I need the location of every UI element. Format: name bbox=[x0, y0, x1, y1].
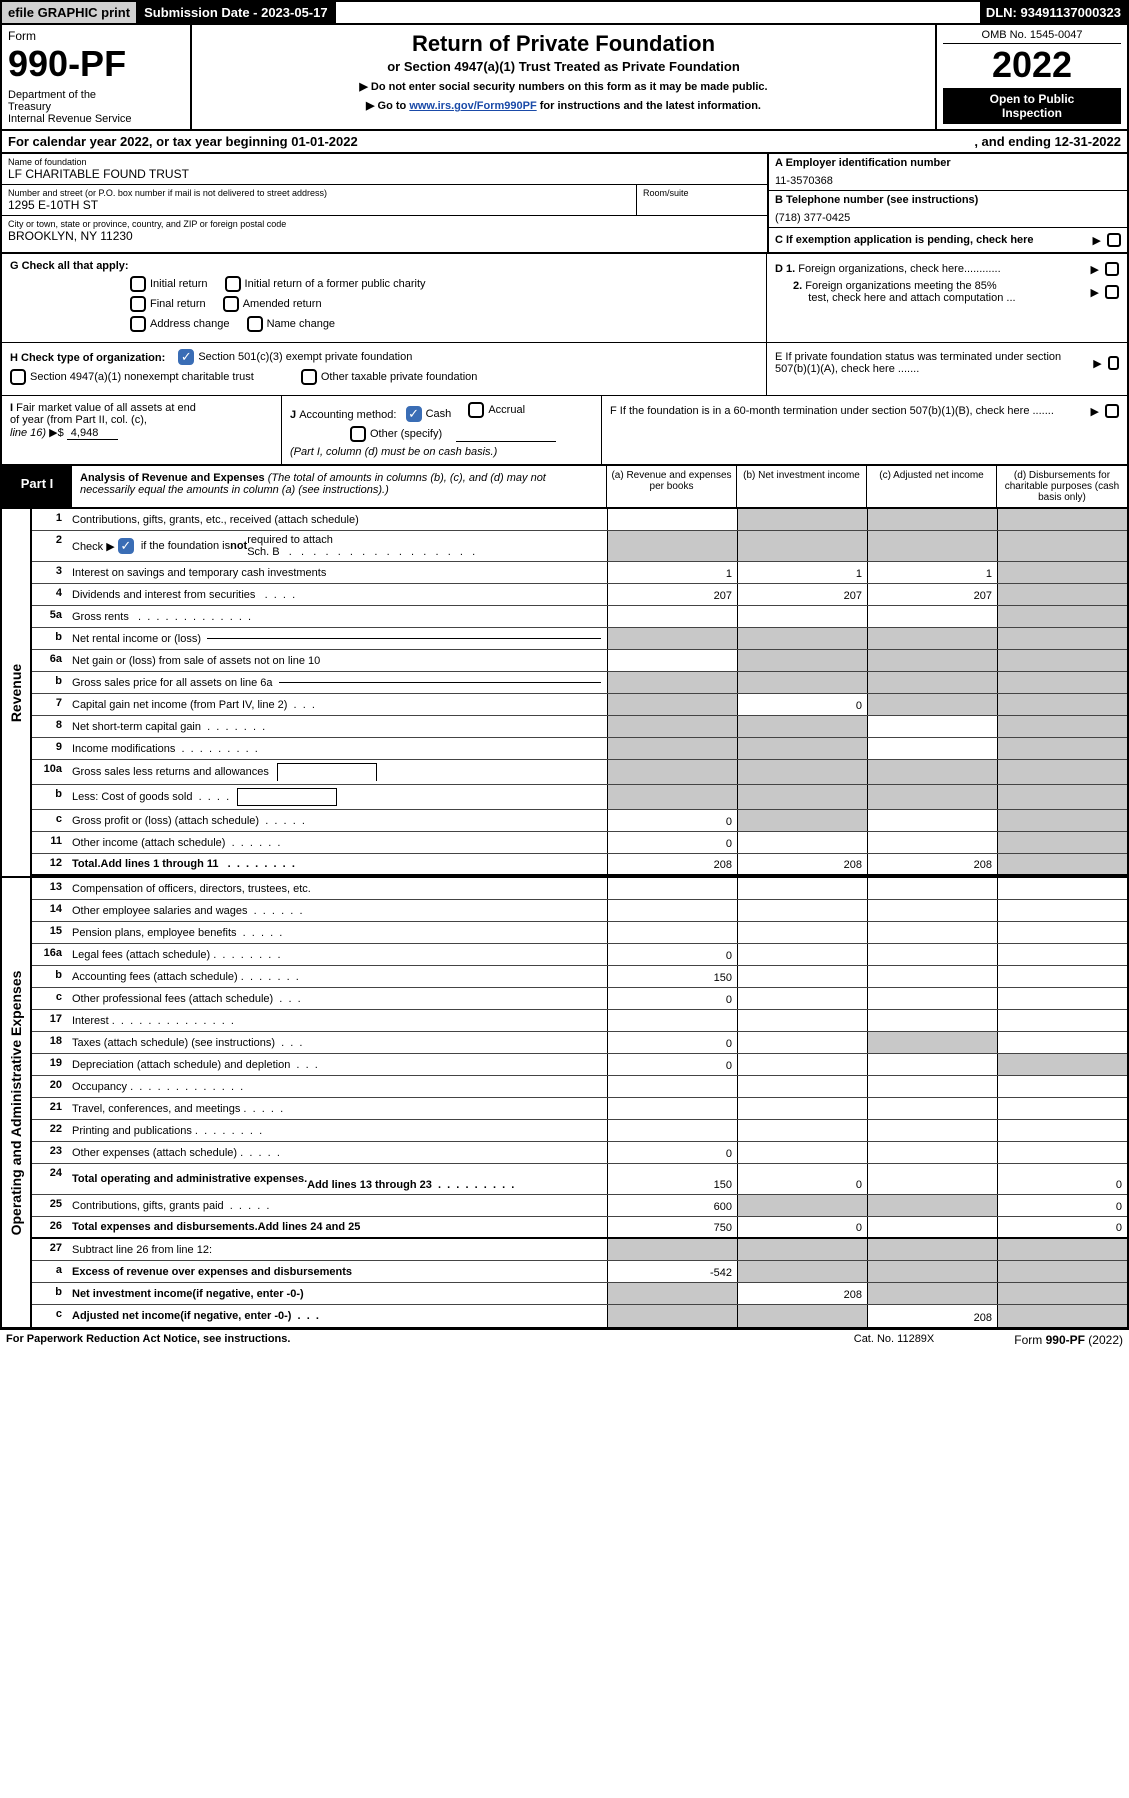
e-checkbox[interactable] bbox=[1108, 356, 1119, 370]
e-label: E If private foundation status was termi… bbox=[775, 351, 1093, 375]
col-c-header: (c) Adjusted net income bbox=[867, 466, 997, 507]
chk-cash[interactable] bbox=[406, 406, 422, 422]
c-checkbox[interactable] bbox=[1107, 233, 1121, 247]
part1-badge: Part I bbox=[2, 466, 72, 507]
part1-header: Part I Analysis of Revenue and Expenses … bbox=[0, 466, 1129, 509]
chk-4947[interactable] bbox=[10, 369, 26, 385]
e-section: E If private foundation status was termi… bbox=[767, 343, 1127, 395]
phone-cell: B Telephone number (see instructions) (7… bbox=[769, 191, 1127, 228]
footer-catno: Cat. No. 11289X bbox=[854, 1333, 935, 1347]
header-left: Form 990-PF Department of theTreasuryInt… bbox=[2, 25, 192, 129]
g-section: G Check all that apply: Initial return I… bbox=[0, 254, 1129, 343]
calendar-year-row: For calendar year 2022, or tax year begi… bbox=[0, 131, 1129, 154]
room-cell: Room/suite bbox=[637, 185, 767, 215]
instr-1: Do not enter social security numbers on … bbox=[202, 80, 925, 93]
city-cell: City or town, state or province, country… bbox=[2, 216, 767, 246]
chk-other-taxable[interactable] bbox=[301, 369, 317, 385]
omb-number: OMB No. 1545-0047 bbox=[943, 29, 1121, 44]
foundation-city: BROOKLYN, NY 11230 bbox=[8, 229, 761, 243]
fmv-value: 4,948 bbox=[67, 427, 119, 440]
col-b-header: (b) Net investment income bbox=[737, 466, 867, 507]
h-left: H Check type of organization: Section 50… bbox=[2, 343, 767, 395]
chk-final[interactable] bbox=[130, 296, 146, 312]
revenue-table: Revenue 1Contributions, gifts, grants, e… bbox=[0, 509, 1129, 878]
i-cell: I Fair market value of all assets at end… bbox=[2, 396, 282, 464]
ein-label: A Employer identification number bbox=[775, 157, 1121, 169]
d2-checkbox[interactable] bbox=[1105, 285, 1119, 299]
ijf-section: I Fair market value of all assets at end… bbox=[0, 396, 1129, 466]
form-header: Form 990-PF Department of theTreasuryInt… bbox=[0, 25, 1129, 131]
footer-left: For Paperwork Reduction Act Notice, see … bbox=[6, 1333, 290, 1347]
submission-date: Submission Date - 2023-05-17 bbox=[138, 2, 336, 23]
h-section: H Check type of organization: Section 50… bbox=[0, 343, 1129, 396]
foundation-addr: 1295 E-10TH ST bbox=[8, 198, 630, 212]
form-number: 990-PF bbox=[8, 43, 184, 85]
form-subtitle: or Section 4947(a)(1) Trust Treated as P… bbox=[202, 59, 925, 74]
tax-year: 2022 bbox=[943, 44, 1121, 86]
revenue-sidebar: Revenue bbox=[2, 509, 32, 876]
chk-initial[interactable] bbox=[130, 276, 146, 292]
addr-cell: Number and street (or P.O. box number if… bbox=[2, 185, 637, 215]
chk-accrual[interactable] bbox=[468, 402, 484, 418]
form-link[interactable]: www.irs.gov/Form990PF bbox=[409, 100, 536, 112]
c-cell: C If exemption application is pending, c… bbox=[769, 228, 1127, 252]
col-d-header: (d) Disbursements for charitable purpose… bbox=[997, 466, 1127, 507]
g-label: G Check all that apply: bbox=[10, 260, 129, 272]
foundation-name: LF CHARITABLE FOUND TRUST bbox=[8, 167, 761, 181]
form-word: Form bbox=[8, 29, 184, 43]
id-left: Name of foundation LF CHARITABLE FOUND T… bbox=[2, 154, 767, 252]
chk-amended[interactable] bbox=[223, 296, 239, 312]
header-mid: Return of Private Foundation or Section … bbox=[192, 25, 937, 129]
j-note: (Part I, column (d) must be on cash basi… bbox=[290, 446, 497, 458]
ein-cell: A Employer identification number 11-3570… bbox=[769, 154, 1127, 191]
part1-desc: Analysis of Revenue and Expenses (The to… bbox=[72, 466, 607, 507]
dln: DLN: 93491137000323 bbox=[980, 2, 1127, 23]
c-label: C If exemption application is pending, c… bbox=[775, 234, 1034, 246]
chk-other-method[interactable] bbox=[350, 426, 366, 442]
calyear-right: , and ending 12-31-2022 bbox=[974, 134, 1121, 149]
instr-2: Go to www.irs.gov/Form990PF for instruct… bbox=[202, 99, 925, 112]
ij-left: I Fair market value of all assets at end… bbox=[2, 396, 602, 464]
h-label: H Check type of organization: bbox=[10, 352, 165, 364]
phone-value: (718) 377-0425 bbox=[775, 212, 1121, 224]
form-title: Return of Private Foundation bbox=[202, 31, 925, 57]
chk-addr-change[interactable] bbox=[130, 316, 146, 332]
f-label: F If the foundation is in a 60-month ter… bbox=[610, 405, 1054, 417]
efile-label[interactable]: efile GRAPHIC print bbox=[2, 2, 138, 23]
open-to-public: Open to PublicInspection bbox=[943, 88, 1121, 124]
f-section: F If the foundation is in a 60-month ter… bbox=[602, 396, 1127, 464]
top-bar: efile GRAPHIC print Submission Date - 20… bbox=[0, 0, 1129, 25]
name-label: Name of foundation bbox=[8, 157, 761, 167]
chk-501c3[interactable] bbox=[178, 349, 194, 365]
footer-right: Form 990-PF (2022) bbox=[1014, 1333, 1123, 1347]
col-a-header: (a) Revenue and expenses per books bbox=[607, 466, 737, 507]
header-right: OMB No. 1545-0047 2022 Open to PublicIns… bbox=[937, 25, 1127, 129]
name-cell: Name of foundation LF CHARITABLE FOUND T… bbox=[2, 154, 767, 185]
identity-block: Name of foundation LF CHARITABLE FOUND T… bbox=[0, 154, 1129, 254]
expenses-table: Operating and Administrative Expenses 13… bbox=[0, 878, 1129, 1329]
id-right: A Employer identification number 11-3570… bbox=[767, 154, 1127, 252]
city-label: City or town, state or province, country… bbox=[8, 219, 761, 229]
calyear-left: For calendar year 2022, or tax year begi… bbox=[8, 134, 358, 149]
f-checkbox[interactable] bbox=[1105, 404, 1119, 418]
dept-treasury: Department of theTreasuryInternal Revenu… bbox=[8, 89, 184, 125]
ein-value: 11-3570368 bbox=[775, 175, 1121, 187]
room-label: Room/suite bbox=[643, 188, 761, 198]
j-cell: J Accounting method: Cash Accrual Other … bbox=[282, 396, 601, 464]
chk-schb[interactable] bbox=[118, 538, 134, 554]
addr-label: Number and street (or P.O. box number if… bbox=[8, 188, 630, 198]
d1-checkbox[interactable] bbox=[1105, 262, 1119, 276]
phone-label: B Telephone number (see instructions) bbox=[775, 194, 1121, 206]
expenses-sidebar: Operating and Administrative Expenses bbox=[2, 878, 32, 1327]
chk-initial-former[interactable] bbox=[225, 276, 241, 292]
chk-name-change[interactable] bbox=[247, 316, 263, 332]
g-left: G Check all that apply: Initial return I… bbox=[2, 254, 767, 342]
d-section: D 1. Foreign organizations, check here..… bbox=[767, 254, 1127, 342]
page-footer: For Paperwork Reduction Act Notice, see … bbox=[0, 1329, 1129, 1350]
